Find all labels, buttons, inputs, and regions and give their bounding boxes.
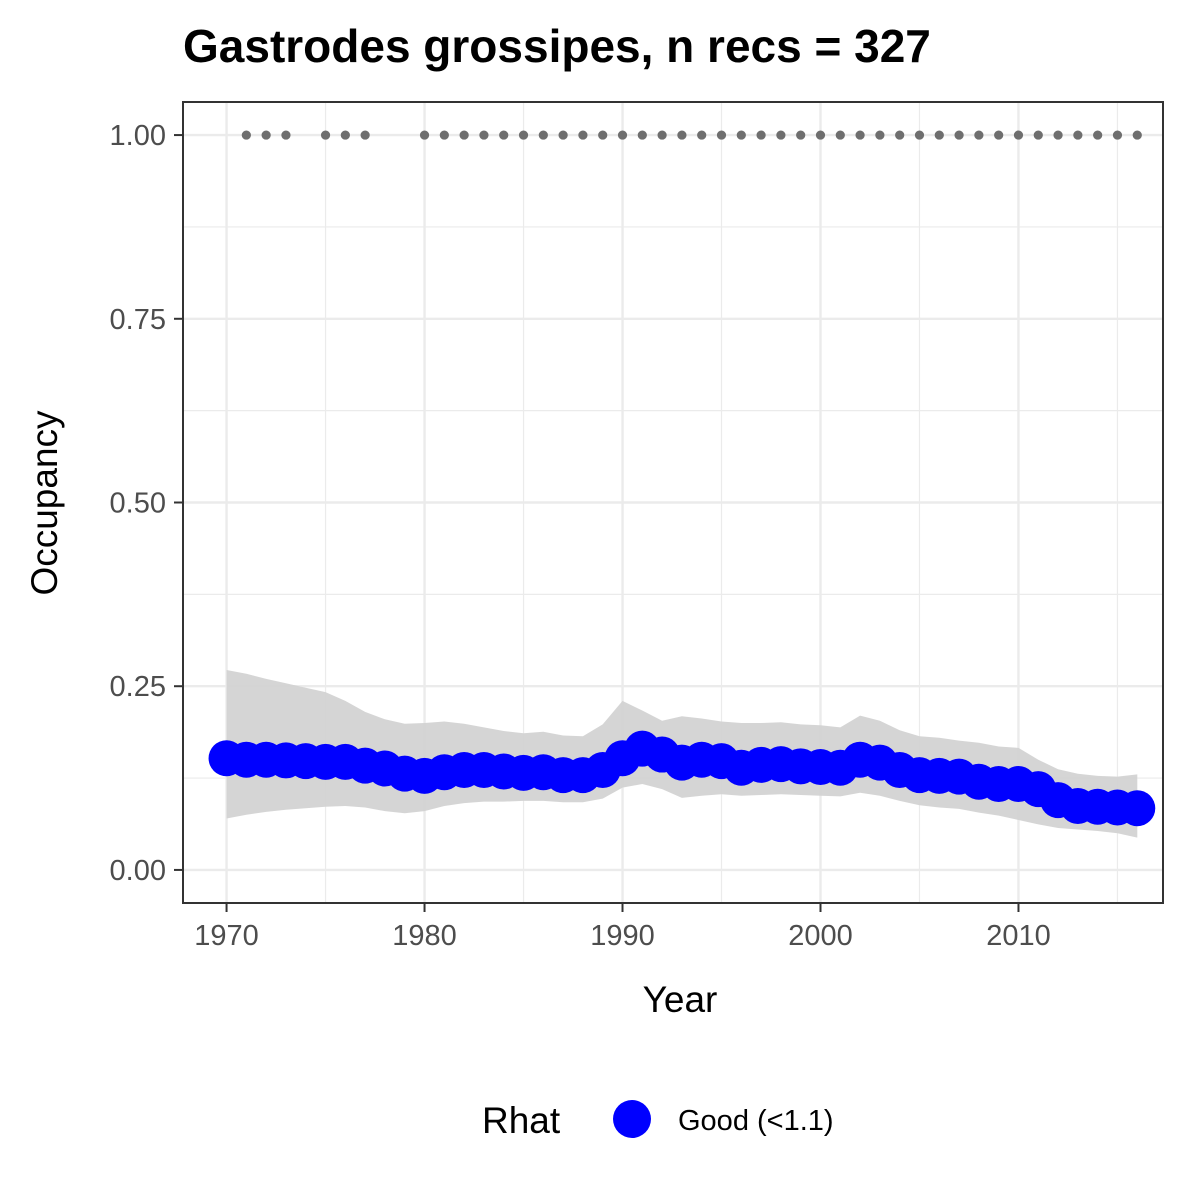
record-point bbox=[934, 130, 944, 140]
record-point bbox=[459, 130, 469, 140]
record-point bbox=[895, 130, 905, 140]
record-point bbox=[756, 130, 766, 140]
record-point bbox=[1033, 130, 1043, 140]
record-point bbox=[1093, 130, 1103, 140]
y-tick-label: 0.50 bbox=[110, 488, 166, 520]
record-point bbox=[281, 130, 291, 140]
record-point bbox=[716, 130, 727, 140]
record-point bbox=[677, 130, 687, 140]
record-point bbox=[637, 130, 647, 140]
record-point bbox=[657, 130, 667, 140]
x-axis-ticks: 1970 1980 1990 2000 2010 bbox=[194, 903, 1051, 952]
record-point bbox=[499, 130, 509, 140]
occupancy-points-layer bbox=[208, 730, 1156, 827]
record-point bbox=[360, 130, 370, 140]
record-point bbox=[320, 130, 331, 140]
legend-title: Rhat bbox=[482, 1100, 561, 1141]
y-tick-label: 0.75 bbox=[110, 304, 166, 336]
record-point bbox=[1013, 130, 1024, 140]
record-point bbox=[538, 130, 548, 140]
record-point bbox=[697, 130, 707, 140]
record-point bbox=[875, 130, 885, 140]
record-point bbox=[776, 130, 786, 140]
record-point bbox=[855, 130, 865, 140]
legend-label-good: Good (<1.1) bbox=[678, 1105, 834, 1137]
record-point bbox=[518, 130, 529, 140]
record-point bbox=[261, 130, 271, 140]
x-tick-label: 2000 bbox=[788, 920, 853, 952]
record-point bbox=[617, 130, 628, 140]
record-point bbox=[1112, 130, 1123, 140]
record-point bbox=[914, 130, 925, 140]
record-point bbox=[1053, 130, 1063, 140]
record-point bbox=[578, 130, 588, 140]
record-point bbox=[419, 130, 430, 140]
record-point bbox=[974, 130, 984, 140]
y-tick-label: 0.00 bbox=[110, 855, 166, 887]
record-point bbox=[796, 130, 806, 140]
occupancy-point bbox=[1119, 790, 1156, 827]
x-tick-label: 1980 bbox=[392, 920, 457, 952]
record-point bbox=[340, 130, 350, 140]
record-point bbox=[954, 130, 964, 140]
y-axis-ticks: 0.00 0.25 0.50 0.75 1.00 bbox=[110, 120, 183, 887]
record-point bbox=[439, 130, 449, 140]
x-axis-title: Year bbox=[643, 979, 718, 1020]
x-tick-label: 2010 bbox=[986, 920, 1051, 952]
record-point bbox=[835, 130, 845, 140]
legend: Rhat Good (<1.1) bbox=[482, 1100, 834, 1141]
record-point bbox=[598, 130, 608, 140]
record-point bbox=[815, 130, 826, 140]
records-points-layer bbox=[241, 130, 1142, 140]
chart-title: Gastrodes grossipes, n recs = 327 bbox=[183, 20, 931, 72]
record-point bbox=[1132, 130, 1142, 140]
record-point bbox=[994, 130, 1004, 140]
record-point bbox=[558, 130, 568, 140]
record-point bbox=[479, 130, 489, 140]
y-tick-label: 1.00 bbox=[110, 120, 166, 152]
y-axis-title: Occupancy bbox=[24, 410, 65, 596]
record-point bbox=[736, 130, 746, 140]
x-tick-label: 1990 bbox=[590, 920, 655, 952]
record-point bbox=[1073, 130, 1083, 140]
x-tick-label: 1970 bbox=[194, 920, 259, 952]
record-point bbox=[241, 130, 251, 140]
legend-key-good bbox=[613, 1100, 651, 1138]
y-tick-label: 0.25 bbox=[110, 671, 166, 703]
